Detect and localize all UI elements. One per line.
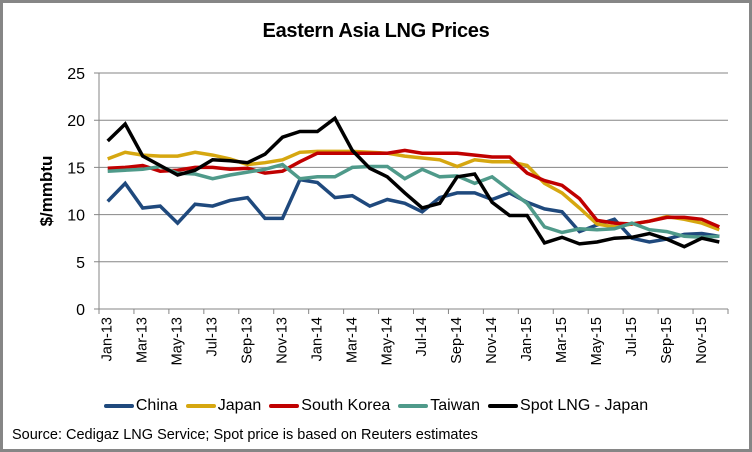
legend-label: South Korea bbox=[301, 397, 391, 414]
series-line-spot-lng-japan bbox=[106, 115, 720, 249]
x-tick-label: Jan-14 bbox=[309, 317, 325, 361]
gridlines bbox=[94, 72, 728, 263]
series-line-china bbox=[106, 177, 720, 244]
y-tick-label: 5 bbox=[76, 255, 85, 272]
x-tick-label: Jul-14 bbox=[414, 317, 430, 357]
chart-title: Eastern Asia LNG Prices bbox=[262, 20, 490, 42]
legend-item: Japan bbox=[185, 397, 262, 415]
y-tick-label: 10 bbox=[67, 208, 85, 225]
x-tick-label: May-15 bbox=[589, 317, 605, 365]
y-tick-label: 25 bbox=[67, 66, 85, 83]
source-note: Source: Cedigaz LNG Service; Spot price … bbox=[12, 427, 478, 443]
x-tick-label: Sep-15 bbox=[659, 317, 675, 364]
x-tick-label: Nov-13 bbox=[274, 317, 290, 364]
x-tick-label: May-13 bbox=[170, 317, 186, 365]
legend-swatch bbox=[398, 404, 429, 408]
x-tick-label: Jan-13 bbox=[100, 317, 116, 361]
x-tick-label: Jul-13 bbox=[205, 317, 221, 357]
series-line-japan bbox=[107, 149, 720, 232]
legend-label: China bbox=[135, 397, 178, 414]
x-tick-label: Mar-13 bbox=[135, 317, 151, 363]
legend-item: South Korea bbox=[269, 397, 390, 415]
x-tick-label: Jan-15 bbox=[519, 317, 535, 361]
legend-label: Spot LNG - Japan bbox=[520, 397, 649, 414]
axes bbox=[94, 73, 729, 314]
legend-label: Japan bbox=[217, 397, 262, 414]
y-tick-labels: 0 5 10 15 20 25 bbox=[67, 66, 85, 319]
y-axis-label: $/mmbtu bbox=[37, 156, 56, 227]
y-tick-label: 20 bbox=[67, 113, 85, 130]
x-tick-label: Sep-14 bbox=[449, 317, 465, 364]
legend-item: China bbox=[103, 397, 178, 415]
legend-item: Taiwan bbox=[398, 397, 480, 415]
legend-swatch bbox=[185, 404, 216, 408]
series-lines bbox=[106, 115, 720, 249]
x-tick-label: Mar-14 bbox=[344, 317, 360, 363]
series-line-south-korea bbox=[107, 148, 720, 229]
legend-item: Spot LNG - Japan bbox=[488, 397, 648, 415]
y-tick-label: 15 bbox=[67, 160, 85, 177]
legend-swatch bbox=[103, 404, 134, 408]
x-tick-labels: Jan-13 Mar-13 May-13 Jul-13 Sep-13 Nov-13 Jan-… bbox=[100, 317, 710, 365]
series-line-taiwan bbox=[107, 162, 720, 240]
legend: China Japan South Korea Taiwan Spot LNG - Ja… bbox=[0, 397, 752, 415]
x-tick-label: Nov-15 bbox=[694, 317, 710, 364]
x-tick-label: Nov-14 bbox=[484, 317, 500, 364]
x-tick-label: Jul-15 bbox=[624, 317, 640, 357]
legend-swatch bbox=[488, 404, 519, 408]
x-tick-label: May-14 bbox=[379, 317, 395, 365]
x-tick-label: Mar-15 bbox=[554, 317, 570, 363]
legend-swatch bbox=[269, 404, 300, 408]
y-tick-label: 0 bbox=[76, 302, 85, 319]
legend-label: Taiwan bbox=[430, 397, 481, 414]
x-tick-label: Sep-13 bbox=[240, 317, 256, 364]
